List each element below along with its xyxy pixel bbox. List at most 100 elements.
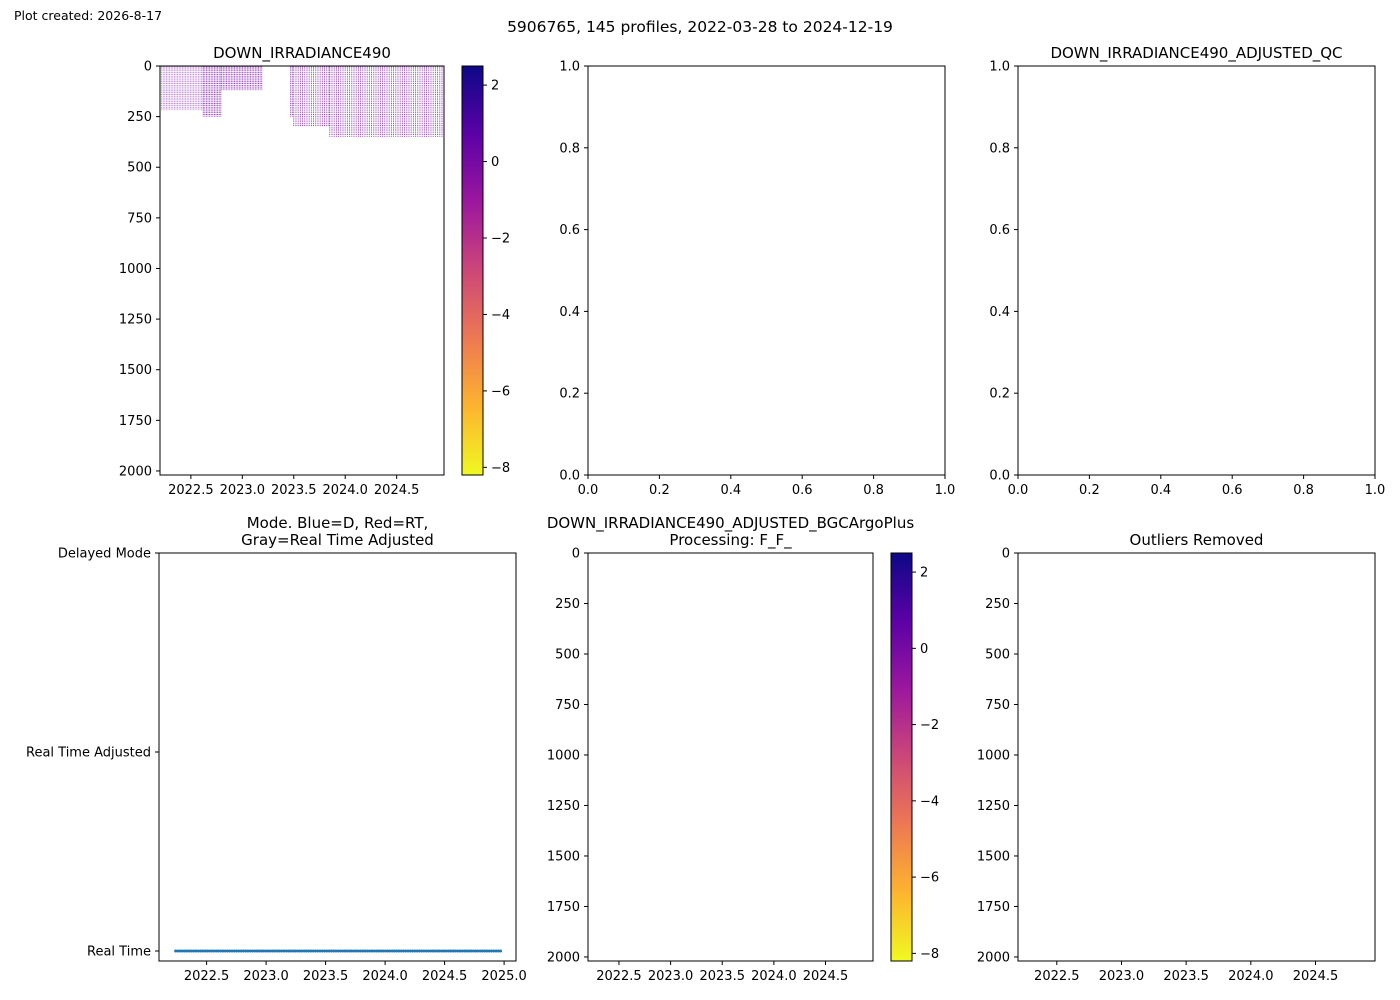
bgcargoplus-x-tick-label: 2024.0: [751, 969, 797, 984]
mode-point: [469, 949, 473, 953]
mode-point: [474, 949, 478, 953]
mode-point: [291, 949, 295, 953]
mode-point: [298, 949, 302, 953]
mode-point: [343, 949, 347, 953]
mode-point: [183, 949, 187, 953]
mode-point: [208, 949, 212, 953]
mode-point: [458, 949, 462, 953]
mode-point: [408, 949, 412, 953]
mode-point: [370, 949, 374, 953]
mode-point: [217, 949, 221, 953]
mode-point: [341, 949, 345, 953]
adjusted_empty-y-tick-label: 0.4: [559, 305, 580, 320]
mode-point: [460, 949, 464, 953]
raw-x-tick-label: 2023.0: [220, 483, 266, 498]
adjusted_qc-title: DOWN_IRRADIANCE490_ADJUSTED_QC: [1050, 44, 1342, 63]
mode-point: [266, 949, 270, 953]
mode-point: [235, 949, 239, 953]
raw-y-tick-label: 1750: [119, 414, 152, 429]
mode-point: [336, 949, 340, 953]
adjusted_qc-y-tick-label: 0.0: [989, 469, 1010, 484]
mode-point: [402, 949, 406, 953]
mode-point: [237, 949, 241, 953]
raw-x-tick-label: 2024.5: [374, 483, 420, 498]
mode-point: [365, 949, 369, 953]
mode-point: [268, 949, 272, 953]
mode-point: [289, 949, 293, 953]
mode-point: [196, 949, 200, 953]
bgcargoplus-y-tick-label: 750: [555, 698, 580, 713]
mode-point: [354, 949, 358, 953]
mode-point: [433, 949, 437, 953]
mode-point: [309, 949, 313, 953]
plot-created-label: Plot created: 2026-8-17: [14, 8, 162, 23]
bgcargoplus-colorbar-tick-label: 0: [920, 642, 928, 657]
mode-point: [386, 949, 390, 953]
mode-point: [388, 949, 392, 953]
raw-title: DOWN_IRRADIANCE490: [213, 44, 391, 63]
mode-point: [467, 949, 471, 953]
raw-colorbar-tick-label: −4: [491, 308, 510, 323]
mode-point: [426, 949, 430, 953]
mode-point: [356, 949, 360, 953]
mode-point: [499, 949, 503, 953]
raw-y-tick-label: 500: [127, 161, 152, 176]
mode-point: [334, 949, 338, 953]
mode-point: [174, 949, 178, 953]
mode-point: [320, 949, 324, 953]
mode-point: [359, 949, 363, 953]
raw-y-tick-label: 750: [127, 211, 152, 226]
mode-point: [323, 949, 327, 953]
adjusted_qc-x-tick-label: 1.0: [1365, 483, 1386, 498]
mode-point: [413, 949, 417, 953]
mode-point: [417, 949, 421, 953]
mode-point: [447, 949, 451, 953]
outliers-x-tick-label: 2024.0: [1228, 969, 1274, 984]
bgcargoplus-x-tick-label: 2022.5: [596, 969, 642, 984]
adjusted_qc-x-tick-label: 0.0: [1008, 483, 1029, 498]
raw-x-tick-label: 2022.5: [168, 483, 214, 498]
mode-point: [404, 949, 408, 953]
outliers-x-tick-label: 2023.0: [1099, 969, 1145, 984]
mode-point: [435, 949, 439, 953]
mode-point: [259, 949, 263, 953]
bgcargoplus-colorbar-tick-label: −8: [920, 947, 939, 962]
mode-point: [253, 949, 257, 953]
mode-point: [305, 949, 309, 953]
mode-point: [248, 949, 252, 953]
adjusted_qc-x-tick-label: 0.8: [1293, 483, 1314, 498]
raw-x-tick-label: 2024.0: [322, 483, 368, 498]
mode-point: [483, 949, 487, 953]
outliers-y-tick-label: 250: [985, 597, 1010, 612]
mode-point: [372, 949, 376, 953]
adjusted_qc-y-tick-label: 0.6: [989, 223, 1010, 238]
mode-point: [492, 949, 496, 953]
mode-point: [480, 949, 484, 953]
bgcargoplus-y-tick-label: 500: [555, 647, 580, 662]
mode-point: [420, 949, 424, 953]
adjusted_empty-x-tick-label: 1.0: [935, 483, 956, 498]
mode-point: [280, 949, 284, 953]
bgcargoplus-y-tick-label: 250: [555, 597, 580, 612]
adjusted_empty-y-tick-label: 0.0: [559, 469, 580, 484]
mode-point: [194, 949, 198, 953]
raw-colorbar-tick-label: −6: [491, 384, 510, 399]
raw-y-tick-label: 2000: [119, 464, 152, 479]
mode-point: [325, 949, 329, 953]
mode-point: [494, 949, 498, 953]
raw-colorbar-tick-label: −8: [491, 461, 510, 476]
mode-point: [352, 949, 356, 953]
mode-point: [228, 949, 232, 953]
mode-point: [399, 949, 403, 953]
outliers-y-tick-label: 2000: [977, 950, 1010, 965]
raw-y-tick-label: 0: [144, 60, 152, 75]
mode-y-tick-label: Delayed Mode: [58, 547, 151, 562]
adjusted_qc-y-tick-label: 0.2: [989, 387, 1010, 402]
mode-point: [347, 949, 351, 953]
bgcargoplus-colorbar: [890, 552, 913, 962]
adjusted_empty-x-tick-label: 0.6: [792, 483, 813, 498]
mode-point: [314, 949, 318, 953]
adjusted_qc-y-tick-label: 0.8: [989, 141, 1010, 156]
mode-point: [192, 949, 196, 953]
